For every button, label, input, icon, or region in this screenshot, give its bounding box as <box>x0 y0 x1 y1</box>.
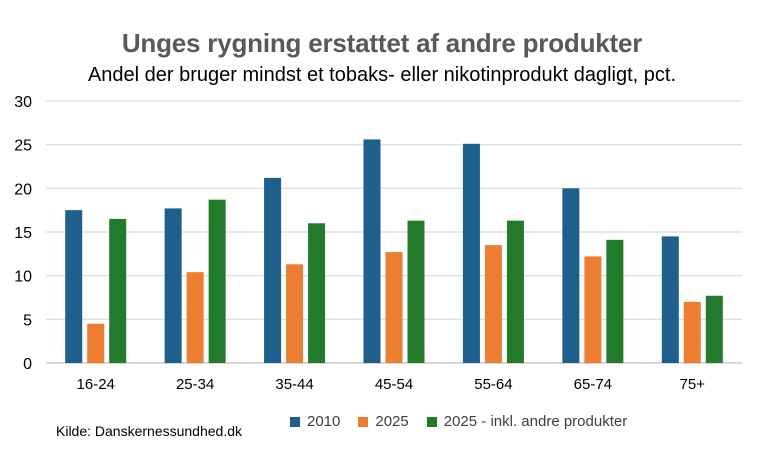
bar <box>208 199 226 363</box>
y-axis-tick-labels: 0 5 10 15 20 25 30 <box>14 94 32 373</box>
bar <box>186 272 204 363</box>
bar <box>407 220 425 363</box>
bar <box>562 188 580 363</box>
y-tick-label: 20 <box>14 181 32 198</box>
bar <box>164 208 182 363</box>
x-axis-tick-labels: 16-24 25-34 35-44 45-54 55-64 65-74 75+ <box>77 376 706 393</box>
bar <box>606 239 624 363</box>
bar <box>264 177 282 363</box>
legend-label-2025-incl: 2025 - inkl. andre produkter <box>443 413 628 430</box>
x-tick-label: 65-74 <box>574 376 612 393</box>
x-tick-label: 45-54 <box>375 376 413 393</box>
y-tick-label: 15 <box>14 225 32 242</box>
legend-item-2025: 2025 <box>358 413 409 430</box>
bar <box>683 301 701 363</box>
bar <box>506 220 524 363</box>
x-tick-label: 55-64 <box>474 376 512 393</box>
y-tick-label: 0 <box>23 356 32 373</box>
bar <box>87 323 105 363</box>
x-tick-label: 35-44 <box>275 376 313 393</box>
bar <box>65 210 83 363</box>
y-tick-label: 10 <box>14 269 32 286</box>
legend-swatch-2025-incl <box>426 416 437 427</box>
y-tick-label: 5 <box>23 312 32 329</box>
bars <box>65 139 723 363</box>
bar <box>286 264 304 363</box>
bar <box>661 236 679 363</box>
source-note: Kilde: Danskernessundhed.dk <box>56 423 243 439</box>
chart-title: Unges rygning erstattet af andre produkt… <box>121 28 643 58</box>
bar <box>705 295 723 363</box>
bar <box>385 252 403 363</box>
legend-label-2025: 2025 <box>375 413 409 430</box>
bar <box>363 139 381 363</box>
legend-swatch-2025 <box>358 416 369 427</box>
x-tick-label: 16-24 <box>77 376 115 393</box>
x-tick-label: 25-34 <box>176 376 214 393</box>
chart-subtitle: Andel der bruger mindst et tobaks- eller… <box>87 64 677 86</box>
legend: 2010 2025 2025 - inkl. andre produkter <box>290 413 645 430</box>
bar <box>109 218 127 363</box>
x-tick-label: 75+ <box>680 376 706 393</box>
bar <box>462 143 480 363</box>
bar <box>484 245 502 363</box>
bar <box>584 256 602 363</box>
legend-swatch-2010 <box>290 416 300 427</box>
y-tick-label: 25 <box>14 138 32 155</box>
legend-item-2025-incl: 2025 - inkl. andre produkter <box>426 413 628 430</box>
bar <box>308 223 326 363</box>
y-tick-label: 30 <box>14 94 32 111</box>
legend-label-2010: 2010 <box>307 413 341 430</box>
legend-item-2010: 2010 <box>290 413 340 430</box>
